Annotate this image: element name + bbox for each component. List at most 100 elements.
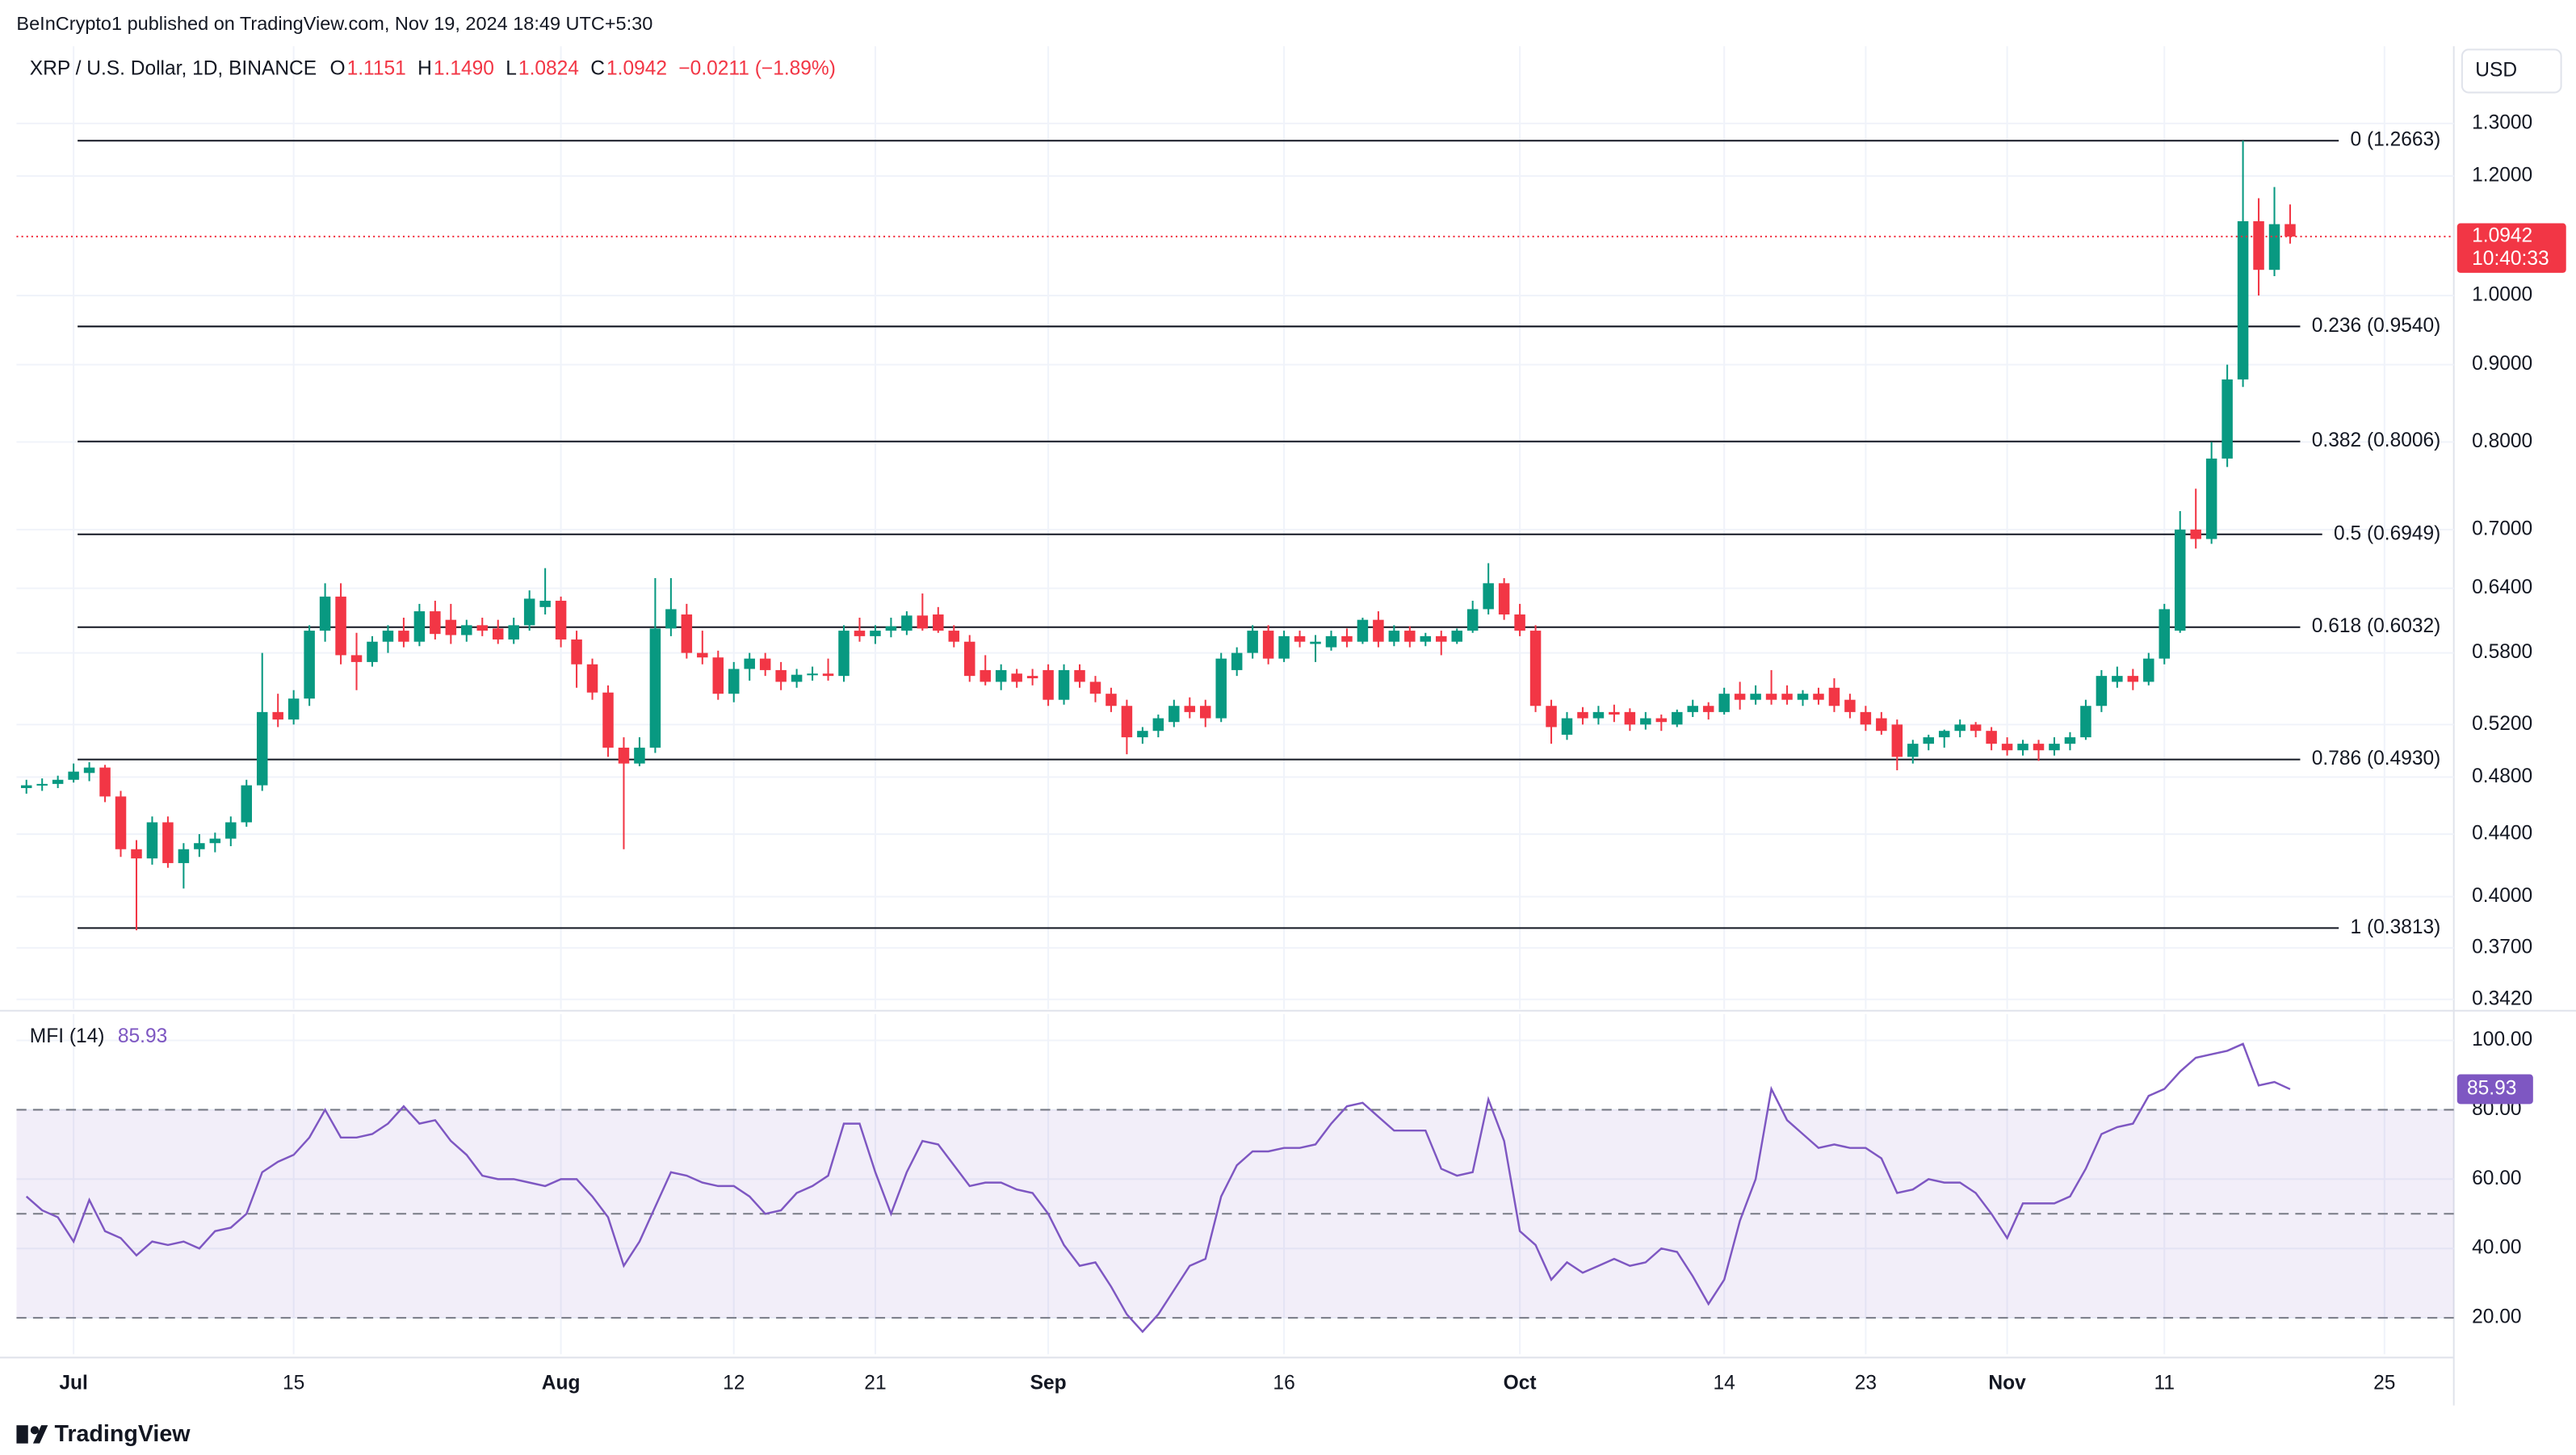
last-price-label: 1.0942	[2472, 224, 2532, 246]
candle-body	[398, 631, 409, 642]
candle-body	[413, 611, 426, 642]
candle-body	[1043, 669, 1054, 700]
candle-body	[319, 596, 331, 631]
candle-body	[1436, 635, 1447, 642]
candle-body	[1058, 669, 1070, 700]
candle-body	[822, 673, 834, 677]
logo-text: TradingView	[54, 1421, 191, 1447]
candle-body	[1026, 676, 1038, 679]
y-tick-label: 20.00	[2472, 1306, 2521, 1328]
candle-body	[697, 652, 708, 658]
candle-body	[539, 601, 551, 607]
candle-body	[1404, 631, 1416, 642]
candle-body	[1215, 658, 1227, 719]
candle-body	[99, 767, 111, 797]
candle-body	[83, 767, 95, 774]
fib-label: 0 (1.2663)	[2351, 129, 2441, 151]
x-tick-label: 12	[723, 1373, 745, 1394]
candle-body	[933, 614, 944, 631]
candle-body	[995, 669, 1007, 682]
candle-body	[1718, 694, 1730, 712]
mfi-tag	[2456, 1074, 2533, 1105]
candle-body	[1514, 614, 1525, 631]
candle-body	[1954, 724, 1966, 732]
candle-body	[1373, 619, 1384, 642]
candle-body	[1672, 711, 1683, 725]
x-tick-label: Oct	[1504, 1373, 1537, 1394]
candle-body	[1247, 631, 1258, 653]
candle-body	[1734, 694, 1746, 700]
candle-body	[20, 785, 32, 789]
candle-body	[2205, 458, 2217, 539]
y-tick-label: 0.8000	[2472, 430, 2532, 452]
candle-body	[287, 698, 300, 720]
candle-body	[461, 625, 472, 635]
x-tick-label: 23	[1855, 1373, 1877, 1394]
candle-body	[194, 843, 205, 849]
candle-body	[1105, 694, 1117, 707]
y-tick-label: 0.9000	[2472, 353, 2532, 375]
chart-title: XRP / U.S. Dollar, 1D, BINANCE	[30, 57, 317, 79]
candle-body	[523, 598, 535, 626]
candle-body	[178, 849, 190, 863]
candle-body	[2017, 744, 2028, 751]
logo-shape	[30, 1426, 40, 1435]
candle-body	[1451, 631, 1462, 642]
y-tick-label: 1.0000	[2472, 284, 2532, 306]
candle-body	[1388, 631, 1400, 642]
candle-body	[759, 658, 771, 670]
candle-body	[1923, 737, 1934, 744]
candle-body	[445, 619, 457, 635]
candle-body	[791, 674, 803, 682]
candle-body	[2127, 676, 2139, 682]
candle-body	[728, 669, 740, 694]
legend-value: 1.1151	[347, 57, 406, 79]
candle-body	[1813, 694, 1824, 700]
candle-body	[2190, 529, 2201, 539]
candle-body	[1546, 706, 1557, 728]
fib-label: 0.236 (0.9540)	[2312, 315, 2441, 337]
candle-body	[2080, 706, 2091, 738]
y-tick-label: 0.7000	[2472, 518, 2532, 539]
candle-body	[209, 838, 221, 844]
candle-body	[2221, 379, 2233, 459]
candle-body	[68, 771, 79, 780]
candle-body	[508, 625, 519, 639]
mfi-line	[25, 1042, 2291, 1334]
candle-body	[1152, 718, 1164, 732]
candle-body	[162, 822, 174, 863]
fib-label: 0.618 (0.6032)	[2312, 615, 2441, 637]
logo-shape	[32, 1425, 48, 1444]
candle-body	[131, 849, 142, 859]
candle-body	[1938, 731, 1950, 738]
candle-body	[980, 669, 991, 682]
y-tick-label: 0.3700	[2472, 936, 2532, 958]
x-tick-label: 11	[2154, 1373, 2175, 1394]
candle-body	[1561, 718, 1573, 735]
currency[interactable]: USD	[2475, 59, 2517, 81]
candle-body	[367, 641, 378, 662]
candle-body	[1844, 699, 1856, 712]
candle-body	[712, 657, 724, 694]
legend-value: 1.0824	[518, 57, 579, 79]
candle-body	[350, 655, 363, 662]
candle-body	[2033, 744, 2045, 751]
y-tick-label: 40.00	[2472, 1237, 2521, 1259]
candle-body	[1986, 731, 1997, 744]
fib-label: 0.5 (0.6949)	[2334, 522, 2440, 544]
candle-body	[1200, 706, 1211, 719]
candle-body	[571, 639, 582, 665]
candle-body	[2143, 658, 2154, 682]
last-price-tag	[2456, 223, 2566, 273]
countdown: 10:40:33	[2472, 248, 2549, 270]
candle-body	[1294, 635, 1306, 642]
candle-body	[964, 641, 975, 677]
currency-box[interactable]	[2461, 48, 2562, 94]
candle-body	[1483, 583, 1494, 610]
candle-body	[1325, 635, 1337, 648]
candle-body	[2268, 224, 2280, 270]
y-tick-label: 0.6400	[2472, 577, 2532, 598]
candle-body	[1420, 635, 1432, 642]
